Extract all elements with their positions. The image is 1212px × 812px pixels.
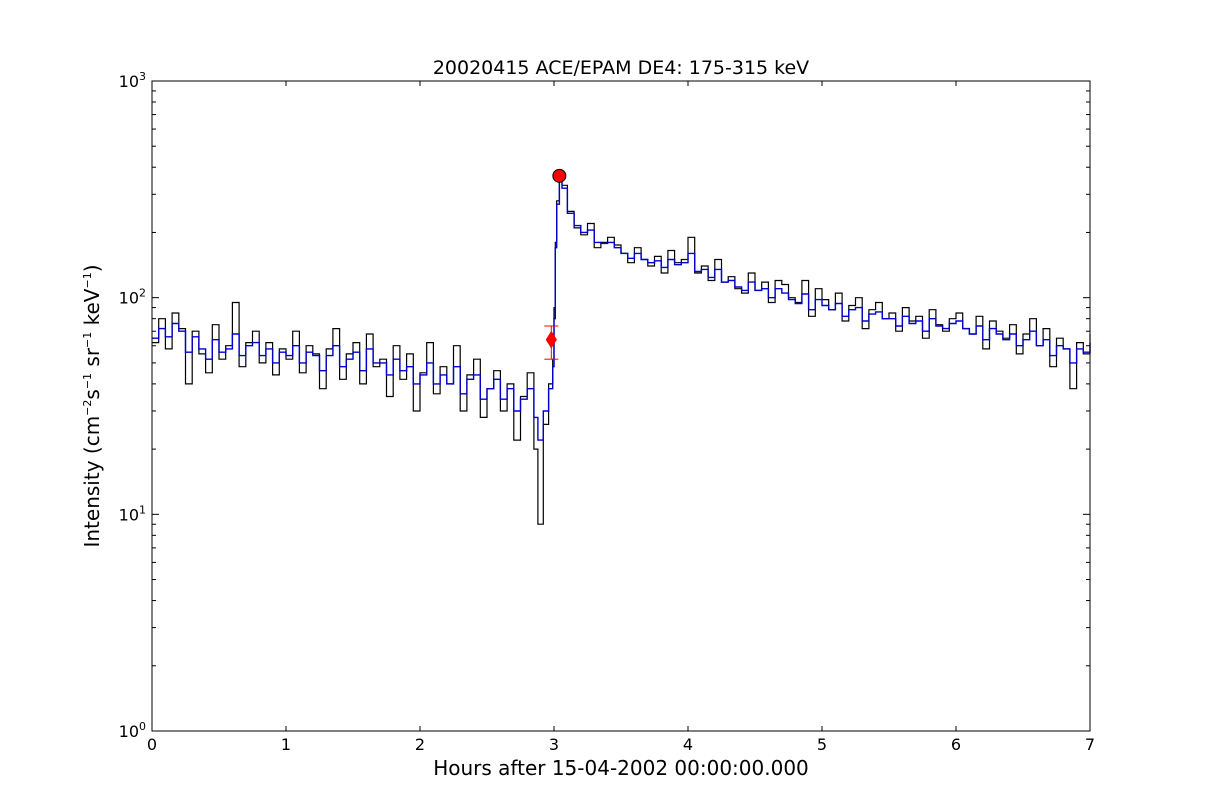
- y-label-mid1: s: [80, 389, 104, 399]
- y-axis: 100 101 102 103: [119, 70, 1090, 741]
- y-label-mid2: sr: [80, 347, 104, 373]
- y-label-exp1: −2: [81, 400, 94, 416]
- x-tick-label: 7: [1085, 735, 1095, 754]
- x-axis-label: Hours after 15-04-2002 00:00:00.000: [433, 756, 809, 780]
- y-tick-label: 100: [119, 720, 146, 741]
- x-tick-label: 4: [683, 735, 693, 754]
- y-label-exp3: −1: [81, 332, 94, 348]
- onset-marker: [545, 330, 557, 349]
- x-tick-label: 1: [281, 735, 291, 754]
- y-label-exp4: −1: [81, 272, 94, 288]
- y-tick-label: 102: [119, 287, 146, 308]
- series-line-1: [152, 180, 1091, 441]
- y-tick-label: 103: [119, 70, 146, 91]
- chart-title: 20020415 ACE/EPAM DE4: 175-315 keV: [433, 57, 809, 79]
- plot-area: [152, 168, 1091, 525]
- x-axis: 0 1 2 3 4 5 6 7: [147, 81, 1095, 754]
- peak-marker: [552, 168, 567, 183]
- y-label-mid3: keV: [80, 288, 104, 332]
- y-tick-label: 101: [119, 503, 146, 524]
- x-tick-label: 5: [817, 735, 827, 754]
- x-tick-label: 2: [415, 735, 425, 754]
- x-tick-label: 0: [147, 735, 157, 754]
- plot-frame: [151, 80, 1091, 732]
- y-label-prefix: Intensity (cm: [80, 416, 104, 548]
- x-tick-label: 6: [951, 735, 961, 754]
- y-label-suffix: ): [80, 264, 104, 272]
- x-tick-label: 3: [549, 735, 559, 754]
- y-axis-label: Intensity (cm−2s−1 sr−1 keV−1): [80, 264, 104, 547]
- y-label-exp2: −1: [81, 373, 94, 389]
